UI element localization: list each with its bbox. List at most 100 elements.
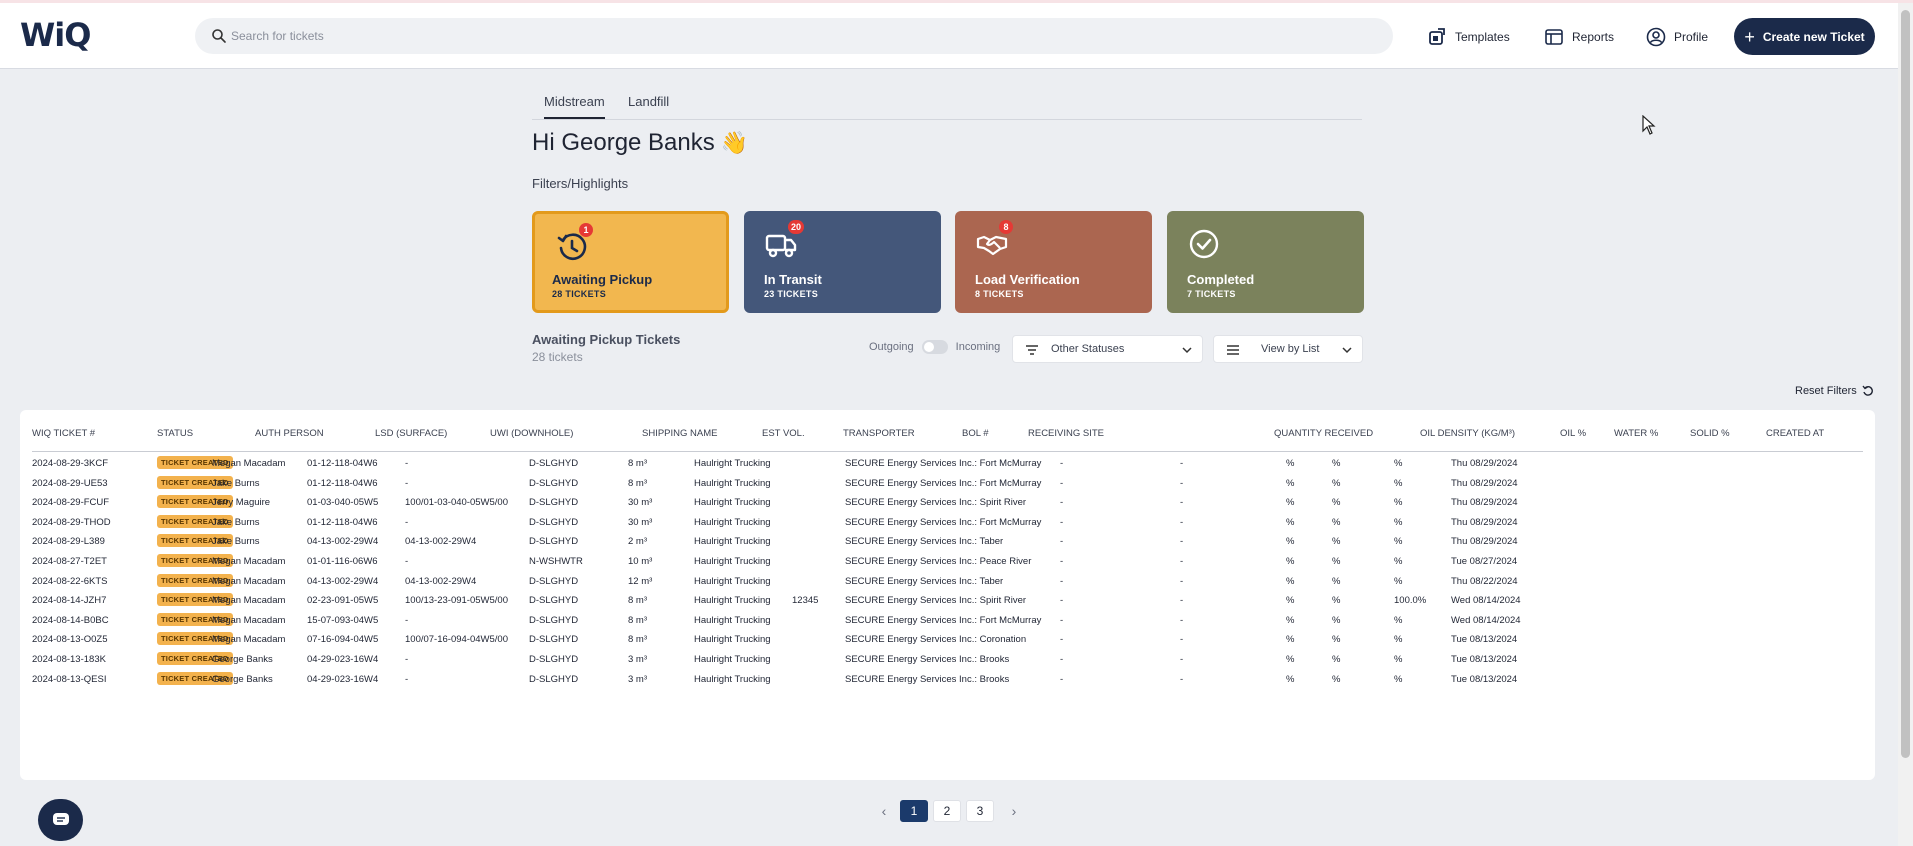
col-header[interactable]: EST VOL.: [762, 428, 805, 439]
templates-icon: [1429, 28, 1445, 45]
search-bar[interactable]: [195, 18, 1393, 54]
direction-toggle[interactable]: [921, 340, 948, 354]
card-load-verification[interactable]: 8 Load Verification 8 TICKETS: [955, 211, 1152, 313]
cell-transporter: Haulright Trucking: [694, 614, 771, 626]
table-row[interactable]: 2024-08-29-FCUF TICKET CREATED Jerry Magui…: [32, 491, 1863, 515]
table-row[interactable]: 2024-08-13-O0Z5 TICKET CREATED Megan Macad…: [32, 628, 1863, 652]
page-button-3[interactable]: 3: [966, 800, 994, 822]
cell-water-pct: %: [1332, 654, 1341, 665]
cell-est-vol: 30 m³: [628, 497, 653, 509]
col-header[interactable]: OIL %: [1560, 428, 1587, 439]
cell-auth-person: George Banks: [212, 654, 273, 665]
reports-button[interactable]: Reports: [1544, 25, 1614, 49]
cell-lsd-surface: 01-12-118-04W6: [307, 516, 378, 528]
clock-history-icon: [557, 233, 587, 261]
table-row[interactable]: 2024-08-13-183K TICKET CREATED George Bank…: [32, 648, 1863, 672]
plus-icon: +: [1744, 26, 1755, 47]
cell-uwi-downhole: -: [405, 516, 409, 528]
cell-water-pct: %: [1332, 634, 1341, 646]
card-title: In Transit: [764, 272, 822, 287]
search-input[interactable]: [231, 24, 1371, 48]
card-awaiting-pickup[interactable]: 1 Awaiting Pickup 28 TICKETS: [532, 211, 729, 313]
card-completed[interactable]: Completed 7 TICKETS: [1167, 211, 1364, 313]
view-mode-dropdown[interactable]: View by List: [1213, 335, 1363, 363]
col-header[interactable]: WIQ TICKET #: [32, 428, 95, 439]
col-header[interactable]: LSD (SURFACE): [375, 428, 448, 439]
cell-oil-pct: %: [1286, 536, 1295, 548]
templates-button[interactable]: Templates: [1427, 25, 1510, 49]
cell-shipping-name: D-SLGHYD: [529, 595, 579, 607]
cell-created-at: Tue 08/13/2024: [1451, 654, 1518, 665]
col-header[interactable]: BOL #: [962, 428, 989, 439]
tab-landfill[interactable]: Landfill: [628, 94, 670, 109]
profile-button[interactable]: Profile: [1646, 25, 1708, 49]
col-header[interactable]: CREATED AT: [1766, 428, 1825, 439]
table-header: WIQ TICKET # STATUS AUTH PERSON LSD (SUR…: [32, 410, 1863, 452]
page-button-1[interactable]: 1: [900, 800, 928, 822]
cell-est-vol: 8 m³: [628, 614, 647, 626]
cell-shipping-name: D-SLGHYD: [529, 497, 579, 509]
status-filter-dropdown[interactable]: Other Statuses: [1012, 335, 1203, 363]
col-header[interactable]: RECEIVING SITE: [1028, 428, 1105, 439]
prev-page-button[interactable]: ‹: [881, 803, 887, 819]
col-header[interactable]: QUANTITY RECEIVED: [1274, 428, 1374, 439]
table-row[interactable]: 2024-08-13-QESI TICKET CREATED George Bank…: [32, 668, 1863, 692]
cell-transporter: Haulright Trucking: [694, 477, 771, 489]
section-subtitle: 28 tickets: [532, 350, 583, 364]
cell-receiving-site: SECURE Energy Services Inc.: Brooks: [845, 654, 1010, 665]
next-page-button[interactable]: ›: [1011, 803, 1017, 819]
top-accent-line: [0, 0, 1913, 3]
cell-water-pct: %: [1332, 673, 1341, 685]
col-header[interactable]: UWI (DOWNHOLE): [490, 428, 574, 439]
chat-launcher-button[interactable]: [38, 799, 83, 841]
table-row[interactable]: 2024-08-29-L389 TICKET CREATED Jake Burns 0…: [32, 530, 1863, 554]
card-title: Load Verification: [975, 272, 1080, 287]
filter-lines-icon: [1026, 345, 1038, 355]
page-button-2[interactable]: 2: [933, 800, 961, 822]
cell-auth-person: Megan Macadam: [212, 634, 286, 646]
cell-quantity-received: -: [1060, 575, 1064, 587]
cell-auth-person: Megan Macadam: [212, 575, 286, 587]
col-header[interactable]: TRANSPORTER: [843, 428, 915, 439]
table-row[interactable]: 2024-08-29-THOD TICKET CREATED Jake Burns 0…: [32, 511, 1863, 535]
templates-label: Templates: [1455, 30, 1510, 44]
create-ticket-button[interactable]: + Create new Ticket: [1734, 18, 1875, 55]
table-row[interactable]: 2024-08-14-JZH7 TICKET CREATED Megan Macad…: [32, 589, 1863, 613]
table-row[interactable]: 2024-08-27-T2ET TICKET CREATED Megan Macad…: [32, 550, 1863, 574]
cell-auth-person: Megan Macadam: [212, 614, 286, 626]
status-badge: TICKET CREATED: [157, 475, 233, 489]
status-badge: TICKET CREATED: [157, 534, 233, 548]
col-header[interactable]: WATER %: [1614, 428, 1659, 439]
col-header[interactable]: STATUS: [157, 428, 194, 439]
cell-est-vol: 8 m³: [628, 458, 647, 469]
col-header[interactable]: SHIPPING NAME: [642, 428, 718, 439]
table-row[interactable]: 2024-08-29-UE53 TICKET CREATED Jake Burns 0…: [32, 472, 1863, 496]
cell-oil-pct: %: [1286, 614, 1295, 626]
app-logo[interactable]: WiQ: [20, 16, 91, 54]
cell-created-at: Wed 08/14/2024: [1451, 595, 1521, 607]
tab-midstream[interactable]: Midstream: [544, 94, 605, 119]
table-row[interactable]: 2024-08-14-B0BC TICKET CREATED Megan Macad…: [32, 609, 1863, 633]
reset-filters-button[interactable]: Reset Filters: [1795, 385, 1874, 397]
cell-created-at: Thu 08/29/2024: [1451, 458, 1518, 469]
table-row[interactable]: 2024-08-22-6KTS TICKET CREATED Megan Macad…: [32, 570, 1863, 594]
cell-quantity-received: -: [1060, 556, 1064, 567]
card-in-transit[interactable]: 20 In Transit 23 TICKETS: [744, 211, 941, 313]
col-header[interactable]: AUTH PERSON: [255, 428, 324, 439]
cell-ticket-id: 2024-08-14-B0BC: [32, 614, 109, 626]
cell-solid-pct: %: [1394, 614, 1403, 626]
cell-quantity-received: -: [1060, 595, 1064, 607]
cell-uwi-downhole: -: [405, 458, 409, 469]
truck-icon: [765, 234, 797, 258]
top-header: WiQ Templates Reports Profile: [0, 3, 1898, 69]
scrollbar-thumb[interactable]: [1901, 10, 1910, 758]
cell-ticket-id: 2024-08-14-JZH7: [32, 595, 107, 607]
page-greeting: Hi George Banks 👋: [532, 129, 748, 157]
cell-receiving-site: SECURE Energy Services Inc.: Brooks: [845, 673, 1010, 685]
cell-created-at: Thu 08/29/2024: [1451, 536, 1518, 548]
cell-auth-person: Jake Burns: [212, 536, 260, 548]
cell-solid-pct: %: [1394, 458, 1403, 469]
col-header[interactable]: SOLID %: [1690, 428, 1730, 439]
col-header[interactable]: OIL DENSITY (KG/M³): [1420, 428, 1516, 439]
table-row[interactable]: 2024-08-29-3KCF TICKET CREATED Megan Macad…: [32, 452, 1863, 476]
